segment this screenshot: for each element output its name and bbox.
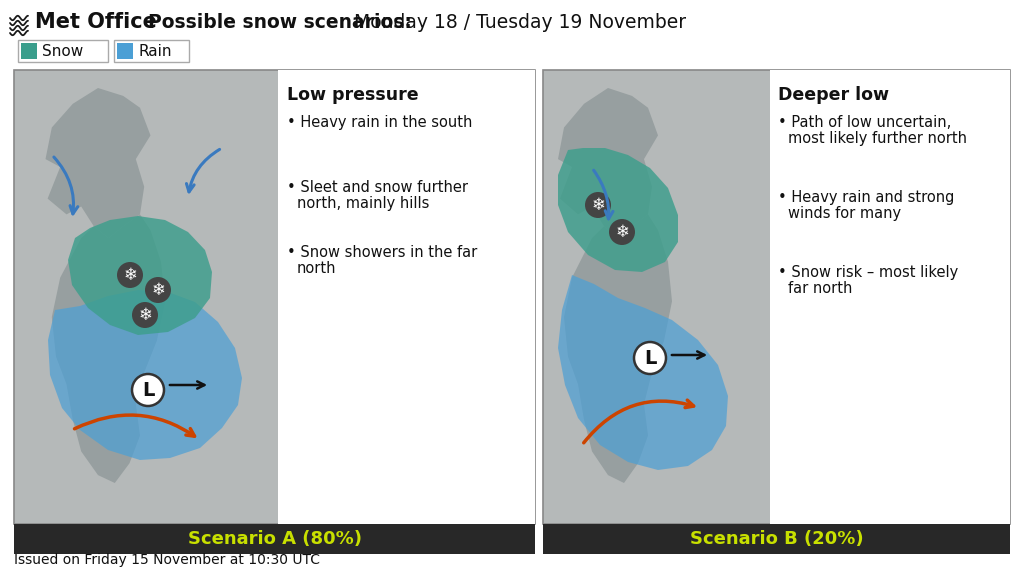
Text: Scenario B (20%): Scenario B (20%) [690, 530, 863, 548]
Text: L: L [644, 348, 656, 367]
Circle shape [132, 374, 164, 406]
Text: ❄: ❄ [591, 196, 605, 214]
Text: Low pressure: Low pressure [287, 86, 419, 104]
Text: L: L [141, 381, 155, 400]
Circle shape [609, 219, 635, 245]
Text: north: north [297, 261, 337, 276]
Polygon shape [558, 148, 678, 272]
Text: • Snow showers in the far: • Snow showers in the far [287, 245, 477, 260]
Polygon shape [564, 214, 672, 483]
Bar [770, 70, 1010, 524]
Polygon shape [558, 275, 728, 470]
Bar [18, 40, 108, 62]
Text: Scenario A (80%): Scenario A (80%) [187, 530, 361, 548]
Bar [22, 43, 37, 59]
Text: north, mainly hills: north, mainly hills [297, 196, 429, 211]
Circle shape [145, 277, 171, 303]
Bar [543, 70, 1010, 524]
Polygon shape [52, 214, 165, 483]
Bar [543, 524, 1010, 554]
Circle shape [132, 302, 158, 328]
Text: • Heavy rain in the south: • Heavy rain in the south [287, 115, 472, 130]
Bar [278, 70, 535, 524]
Text: ❄: ❄ [152, 281, 165, 299]
Text: • Snow risk – most likely: • Snow risk – most likely [778, 265, 958, 280]
Text: Snow: Snow [42, 44, 83, 59]
Text: winds for many: winds for many [788, 206, 901, 221]
Bar [117, 43, 133, 59]
Polygon shape [48, 290, 242, 460]
Text: ❄: ❄ [615, 223, 629, 241]
Text: Met Office: Met Office [35, 12, 157, 32]
Bar [14, 70, 535, 524]
Text: far north: far north [788, 281, 852, 296]
Text: • Heavy rain and strong: • Heavy rain and strong [778, 190, 954, 205]
Circle shape [117, 262, 143, 288]
Text: ❄: ❄ [138, 306, 152, 324]
Text: • Path of low uncertain,: • Path of low uncertain, [778, 115, 951, 130]
Text: Rain: Rain [138, 44, 171, 59]
Bar [114, 40, 189, 62]
Bar [14, 524, 535, 554]
Text: Possible snow scenarios:: Possible snow scenarios: [148, 13, 412, 32]
Text: ❄: ❄ [123, 266, 137, 284]
Polygon shape [558, 88, 658, 238]
Text: Monday 18 / Tuesday 19 November: Monday 18 / Tuesday 19 November [348, 13, 686, 32]
Text: most likely further north: most likely further north [788, 131, 967, 146]
Circle shape [634, 342, 666, 374]
Text: Issued on Friday 15 November at 10:30 UTC: Issued on Friday 15 November at 10:30 UT… [14, 553, 319, 567]
Text: Deeper low: Deeper low [778, 86, 889, 104]
Polygon shape [45, 88, 151, 238]
Polygon shape [68, 216, 212, 335]
Circle shape [585, 192, 611, 218]
Text: • Sleet and snow further: • Sleet and snow further [287, 180, 468, 195]
